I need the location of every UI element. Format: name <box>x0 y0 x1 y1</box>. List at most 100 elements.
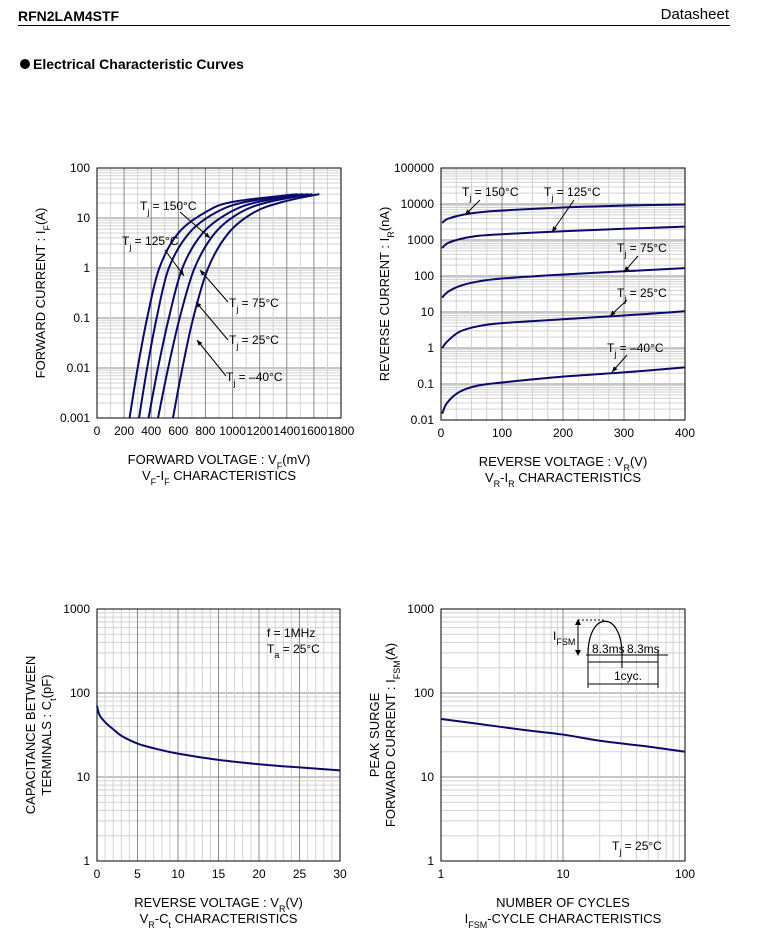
x-tick-label: 1800 <box>328 424 355 438</box>
header-rule <box>18 25 730 26</box>
grid-ifsm-cycle <box>441 609 685 861</box>
x-tick-label: 1000 <box>219 424 246 438</box>
series-line <box>441 366 686 415</box>
plot-frame <box>96 167 342 419</box>
series-line <box>138 193 304 419</box>
y-tick-label: 0.001 <box>60 411 90 425</box>
series-line <box>441 203 686 224</box>
y-axis-label: REVERSE CURRENT : IR(nA) <box>377 207 396 382</box>
ifsm-label: IFSM <box>553 629 575 647</box>
series-label: Tj = 25°C <box>229 333 279 351</box>
x-tick-label: 15 <box>212 867 226 881</box>
y-tick-label: 0.01 <box>67 361 91 375</box>
y-tick-label: 1000 <box>407 602 434 616</box>
y-tick-label: 1 <box>427 341 434 355</box>
chart-title: VR-IR CHARACTERISTICS <box>485 470 641 489</box>
series-line <box>441 225 686 249</box>
x-tick-label: 400 <box>141 424 161 438</box>
bullet-icon <box>20 59 30 69</box>
arrow-head <box>552 226 558 232</box>
half-sine <box>587 620 623 656</box>
y-tick-label: 0.01 <box>411 413 435 427</box>
arrow-head <box>178 270 184 276</box>
arrow-head <box>196 302 202 308</box>
section-title-text: Electrical Characteristic Curves <box>33 56 244 72</box>
series-line <box>440 718 686 753</box>
y-axis-label: FORWARD CURRENT : IF(A) <box>33 208 52 379</box>
y-tick-label: 10 <box>77 211 91 225</box>
chart-title: VR-Ct CHARACTERISTICS <box>140 911 298 930</box>
series-label: Tj = 125°C <box>122 234 179 252</box>
x-tick-label: 0 <box>94 867 101 881</box>
series-label: Tj = 125°C <box>544 185 601 203</box>
y-tick-label: 1000 <box>63 602 90 616</box>
arrow-head <box>204 232 210 238</box>
document-type: Datasheet <box>660 6 729 23</box>
annotation-arrow <box>196 339 227 377</box>
condition-note: Ta = 25°C <box>267 642 320 660</box>
x-tick-label: 20 <box>252 867 266 881</box>
series-label: Tj = –40°C <box>226 370 283 388</box>
y-tick-label: 0.1 <box>417 377 434 391</box>
chart-ifsm-cycle: 1 10 100 1 10 100 1000 NUMBER OF CYCLESIFSM-CYC… <box>367 602 695 930</box>
x-axis-label: REVERSE VOLTAGE : VR(V) <box>479 454 648 473</box>
plot-frame <box>440 167 686 421</box>
y-tick-label: 100 <box>414 686 434 700</box>
grid-vr-ir <box>441 168 685 420</box>
chart-title: VF-IF CHARACTERISTICS <box>142 468 296 487</box>
series-label: Tj = 25°C <box>617 286 667 304</box>
y-tick-label: 100 <box>414 269 434 283</box>
series-label: Tj = 75°C <box>617 241 667 259</box>
grid-vf-if <box>97 168 341 418</box>
series-line <box>171 193 320 419</box>
x-tick-label: 1600 <box>301 424 328 438</box>
x-tick-label: 10 <box>171 867 185 881</box>
x-tick-label: 1400 <box>273 424 300 438</box>
plot-frame <box>96 608 341 862</box>
y-axis-label: TERMINALS : Ct(pF) <box>39 675 58 796</box>
x-axis-label: NUMBER OF CYCLES <box>496 895 630 910</box>
chart-title: IFSM-CYCLE CHARACTERISTICS <box>465 911 662 930</box>
x-tick-label: 600 <box>168 424 188 438</box>
series-line <box>441 310 686 349</box>
annotation-arrow <box>179 211 211 239</box>
condition-note: Tj = 25°C <box>612 839 662 857</box>
y-tick-label: 0.1 <box>73 311 90 325</box>
y-tick-label: 1000 <box>407 233 434 247</box>
condition-note: f = 1MHz <box>267 626 315 640</box>
x-axis-label: REVERSE VOLTAGE : VR(V) <box>134 895 303 914</box>
series-line <box>96 705 341 772</box>
ifsm-waveform-inset: IFSM 8.3ms 8.3ms 1cyc. <box>553 619 668 688</box>
y-axis-label: CAPACITANCE BETWEEN <box>23 656 38 814</box>
series-label: Tj = –40°C <box>607 341 664 359</box>
series-line <box>128 193 298 419</box>
y-tick-label: 100000 <box>394 161 434 175</box>
x-tick-label: 5 <box>134 867 141 881</box>
period-label: 1cyc. <box>614 669 642 683</box>
arrow-head <box>575 619 581 625</box>
x-tick-label: 0 <box>94 424 101 438</box>
series-line <box>147 193 309 419</box>
chart-vr-ct: 0 5 10 15 20 25 30 1 10 100 1000 REVERSE VOLTAGE : … <box>23 602 347 930</box>
series-line <box>157 193 313 419</box>
arrow-head <box>465 209 471 215</box>
y-tick-label: 1 <box>83 854 90 868</box>
x-tick-label: 200 <box>553 426 573 440</box>
x-tick-label: 0 <box>438 426 445 440</box>
x-tick-label: 10 <box>556 867 570 881</box>
arrow-head <box>200 270 206 276</box>
y-tick-label: 100 <box>70 686 90 700</box>
x-tick-label: 200 <box>114 424 134 438</box>
y-tick-label: 10 <box>421 770 435 784</box>
annotation-arrow <box>199 269 229 303</box>
x-tick-label: 100 <box>675 867 695 881</box>
chart-vf-if: 0 200 400 600 800 1000 1200 1400 1600 1800 0.001 0.… <box>33 161 355 487</box>
series-label: Tj = 150°C <box>462 185 519 203</box>
part-number: RFN2LAM4STF <box>18 8 120 24</box>
series-label: Tj = 75°C <box>229 296 279 314</box>
y-tick-label: 10000 <box>401 197 435 211</box>
x-tick-label: 400 <box>675 426 695 440</box>
y-tick-label: 10 <box>77 770 91 784</box>
y-tick-label: 1 <box>427 854 434 868</box>
